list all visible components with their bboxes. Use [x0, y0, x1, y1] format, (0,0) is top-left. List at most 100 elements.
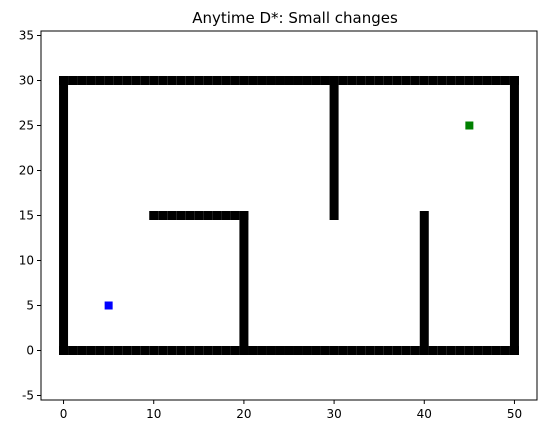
obstacle-point	[275, 76, 285, 85]
obstacle-point	[239, 274, 249, 283]
obstacle-point	[383, 346, 393, 355]
obstacle-point	[509, 193, 519, 202]
obstacle-point	[131, 76, 141, 85]
obstacle-point	[347, 346, 357, 355]
obstacle-point	[59, 301, 69, 310]
obstacle-point	[59, 238, 69, 247]
x-tick-label: 50	[507, 407, 522, 421]
obstacle-point	[428, 346, 438, 355]
obstacle-point	[329, 202, 339, 211]
obstacle-point	[491, 346, 501, 355]
obstacle-point	[437, 346, 447, 355]
obstacle-point	[329, 85, 339, 94]
obstacle-bottom-wall	[59, 346, 519, 355]
obstacle-point	[68, 346, 78, 355]
obstacle-point	[68, 76, 78, 85]
obstacle-point	[59, 103, 69, 112]
obstacle-point	[356, 346, 366, 355]
obstacle-point	[320, 76, 330, 85]
obstacle-point	[167, 211, 177, 220]
obstacle-point	[446, 76, 456, 85]
obstacle-point	[59, 121, 69, 130]
obstacle-point	[104, 76, 114, 85]
obstacle-point	[410, 76, 420, 85]
obstacle-point	[59, 337, 69, 346]
obstacle-point	[311, 346, 321, 355]
obstacle-point	[122, 76, 132, 85]
obstacle-point	[419, 274, 429, 283]
obstacle-point	[509, 274, 519, 283]
obstacle-point	[329, 175, 339, 184]
obstacle-point	[464, 76, 474, 85]
obstacle-point	[509, 310, 519, 319]
obstacle-point	[266, 346, 276, 355]
obstacle-inner-vertical-wall-x40	[419, 211, 429, 355]
obstacle-point	[86, 76, 96, 85]
obstacle-point	[419, 310, 429, 319]
obstacle-point	[59, 328, 69, 337]
obstacle-point	[149, 346, 159, 355]
obstacle-point	[59, 193, 69, 202]
obstacle-point	[230, 76, 240, 85]
obstacle-point	[59, 220, 69, 229]
obstacle-point	[509, 220, 519, 229]
obstacle-point	[329, 139, 339, 148]
obstacle-point	[59, 184, 69, 193]
obstacle-point	[302, 76, 312, 85]
obstacle-point	[59, 229, 69, 238]
obstacle-point	[293, 346, 303, 355]
obstacle-point	[140, 76, 150, 85]
obstacle-point	[329, 346, 339, 355]
obstacle-point	[419, 328, 429, 337]
obstacle-point	[455, 346, 465, 355]
y-tick-label: 35	[19, 29, 34, 43]
obstacle-point	[293, 76, 303, 85]
obstacle-point	[509, 265, 519, 274]
obstacle-point	[509, 211, 519, 220]
chart-title: Anytime D*: Small changes	[192, 9, 398, 27]
obstacle-point	[455, 76, 465, 85]
obstacle-point	[59, 112, 69, 121]
obstacle-point	[329, 112, 339, 121]
obstacle-point	[158, 211, 168, 220]
obstacle-point	[59, 256, 69, 265]
obstacle-point	[509, 175, 519, 184]
obstacle-point	[248, 346, 258, 355]
obstacle-point	[59, 310, 69, 319]
obstacle-point	[239, 319, 249, 328]
obstacle-point	[59, 85, 69, 94]
obstacle-point	[473, 76, 483, 85]
obstacle-point	[509, 157, 519, 166]
obstacle-point	[158, 346, 168, 355]
obstacle-point	[239, 301, 249, 310]
obstacle-point	[509, 85, 519, 94]
obstacle-point	[338, 346, 348, 355]
obstacle-point	[239, 310, 249, 319]
obstacle-point	[59, 157, 69, 166]
y-tick-label: 20	[19, 164, 34, 178]
obstacle-point	[302, 346, 312, 355]
obstacle-point	[239, 265, 249, 274]
obstacle-point	[59, 202, 69, 211]
obstacle-point	[446, 346, 456, 355]
x-tick-label: 10	[146, 407, 161, 421]
obstacle-point	[374, 76, 384, 85]
obstacle-point	[509, 94, 519, 103]
obstacle-point	[365, 76, 375, 85]
obstacle-point	[59, 76, 69, 85]
y-tick-label: -5	[22, 389, 34, 403]
obstacle-point	[248, 76, 258, 85]
obstacle-point	[239, 220, 249, 229]
obstacle-point	[239, 283, 249, 292]
obstacle-point	[239, 256, 249, 265]
obstacle-point	[149, 76, 159, 85]
obstacle-right-wall	[509, 76, 519, 355]
obstacle-point	[509, 166, 519, 175]
obstacle-point	[59, 148, 69, 157]
obstacle-point	[419, 265, 429, 274]
obstacle-point	[347, 76, 357, 85]
obstacle-point	[203, 346, 213, 355]
obstacle-point	[401, 346, 411, 355]
obstacle-point	[59, 130, 69, 139]
